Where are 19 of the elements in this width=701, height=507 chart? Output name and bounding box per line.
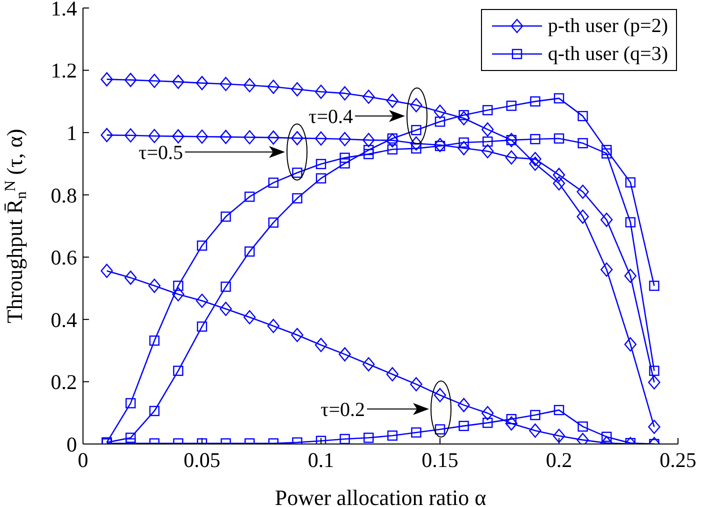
y-tick-label: 0.4 [50, 308, 78, 332]
legend-label: q-th user (q=3) [548, 43, 668, 65]
y-tick-label: 0 [66, 432, 77, 456]
x-tick-label: 0.1 [308, 448, 334, 472]
y-tick-label: 0.6 [50, 246, 77, 270]
annotation: τ=0.4 [308, 106, 353, 128]
y-tick-label: 1 [66, 121, 77, 146]
y-tick-label: 0.2 [50, 370, 77, 394]
y-tick-label: 1.4 [50, 0, 78, 20]
x-tick-label: 0.15 [422, 448, 458, 472]
annotation: τ=0.5 [138, 142, 183, 164]
x-tick-label: 0.05 [184, 448, 220, 472]
legend-label: p-th user (p=2) [548, 15, 668, 37]
y-tick-label: 1.2 [50, 58, 77, 83]
annotation: τ=0.2 [320, 399, 365, 421]
x-tick-label: 0.25 [660, 448, 696, 472]
x-tick-label: 0.2 [546, 448, 572, 472]
x-axis-title: Power allocation ratio α [274, 485, 487, 507]
y-tick-label: 0.8 [50, 183, 77, 208]
